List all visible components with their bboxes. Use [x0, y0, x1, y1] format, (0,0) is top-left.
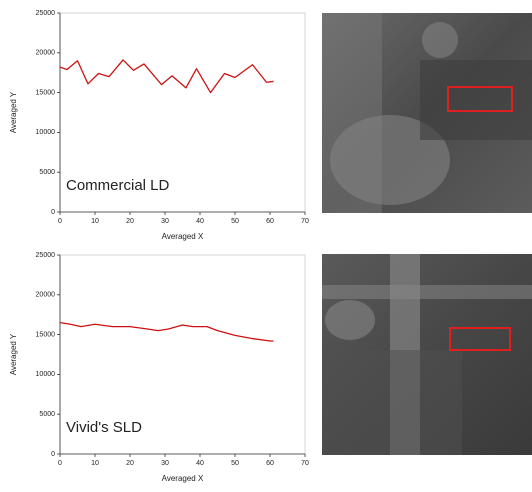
y-tick-label: 5000 — [39, 411, 55, 418]
y-tick-label: 20000 — [36, 50, 56, 57]
x-tick-label: 40 — [196, 460, 204, 467]
x-tick-label: 0 — [58, 460, 62, 467]
x-tick-label: 60 — [266, 218, 274, 225]
x-tick-label: 10 — [91, 460, 99, 467]
x-tick-label: 30 — [161, 218, 169, 225]
x-axis-title: Averaged X — [162, 474, 204, 483]
y-tick-label: 15000 — [36, 331, 56, 338]
x-axis-title: Averaged X — [162, 232, 204, 241]
annotation: Vivid's SLD — [66, 419, 142, 436]
photo-top — [322, 13, 532, 213]
x-tick-label: 40 — [196, 218, 204, 225]
y-tick-label: 0 — [51, 451, 55, 458]
x-tick-label: 10 — [91, 218, 99, 225]
x-tick-label: 50 — [231, 460, 239, 467]
data-line — [59, 322, 274, 342]
x-tick-label: 50 — [231, 218, 239, 225]
y-axis-title: Averaged Y — [9, 333, 18, 375]
annotation: Commercial LD — [66, 177, 170, 194]
y-tick-label: 20000 — [36, 292, 56, 299]
y-tick-label: 5000 — [39, 169, 55, 176]
x-tick-label: 60 — [266, 460, 274, 467]
x-tick-label: 0 — [58, 218, 62, 225]
photo-bottom — [322, 254, 532, 455]
y-tick-label: 10000 — [36, 129, 56, 136]
y-tick-label: 15000 — [36, 89, 56, 96]
x-tick-label: 20 — [126, 218, 134, 225]
x-tick-label: 20 — [126, 460, 134, 467]
y-tick-label: 25000 — [36, 252, 56, 259]
y-tick-label: 10000 — [36, 371, 56, 378]
y-tick-label: 0 — [51, 209, 55, 216]
x-tick-label: 30 — [161, 460, 169, 467]
x-tick-label: 70 — [301, 218, 309, 225]
data-line — [59, 59, 274, 94]
y-axis-title: Averaged Y — [9, 91, 18, 133]
y-tick-label: 25000 — [36, 10, 56, 17]
x-tick-label: 70 — [301, 460, 309, 467]
